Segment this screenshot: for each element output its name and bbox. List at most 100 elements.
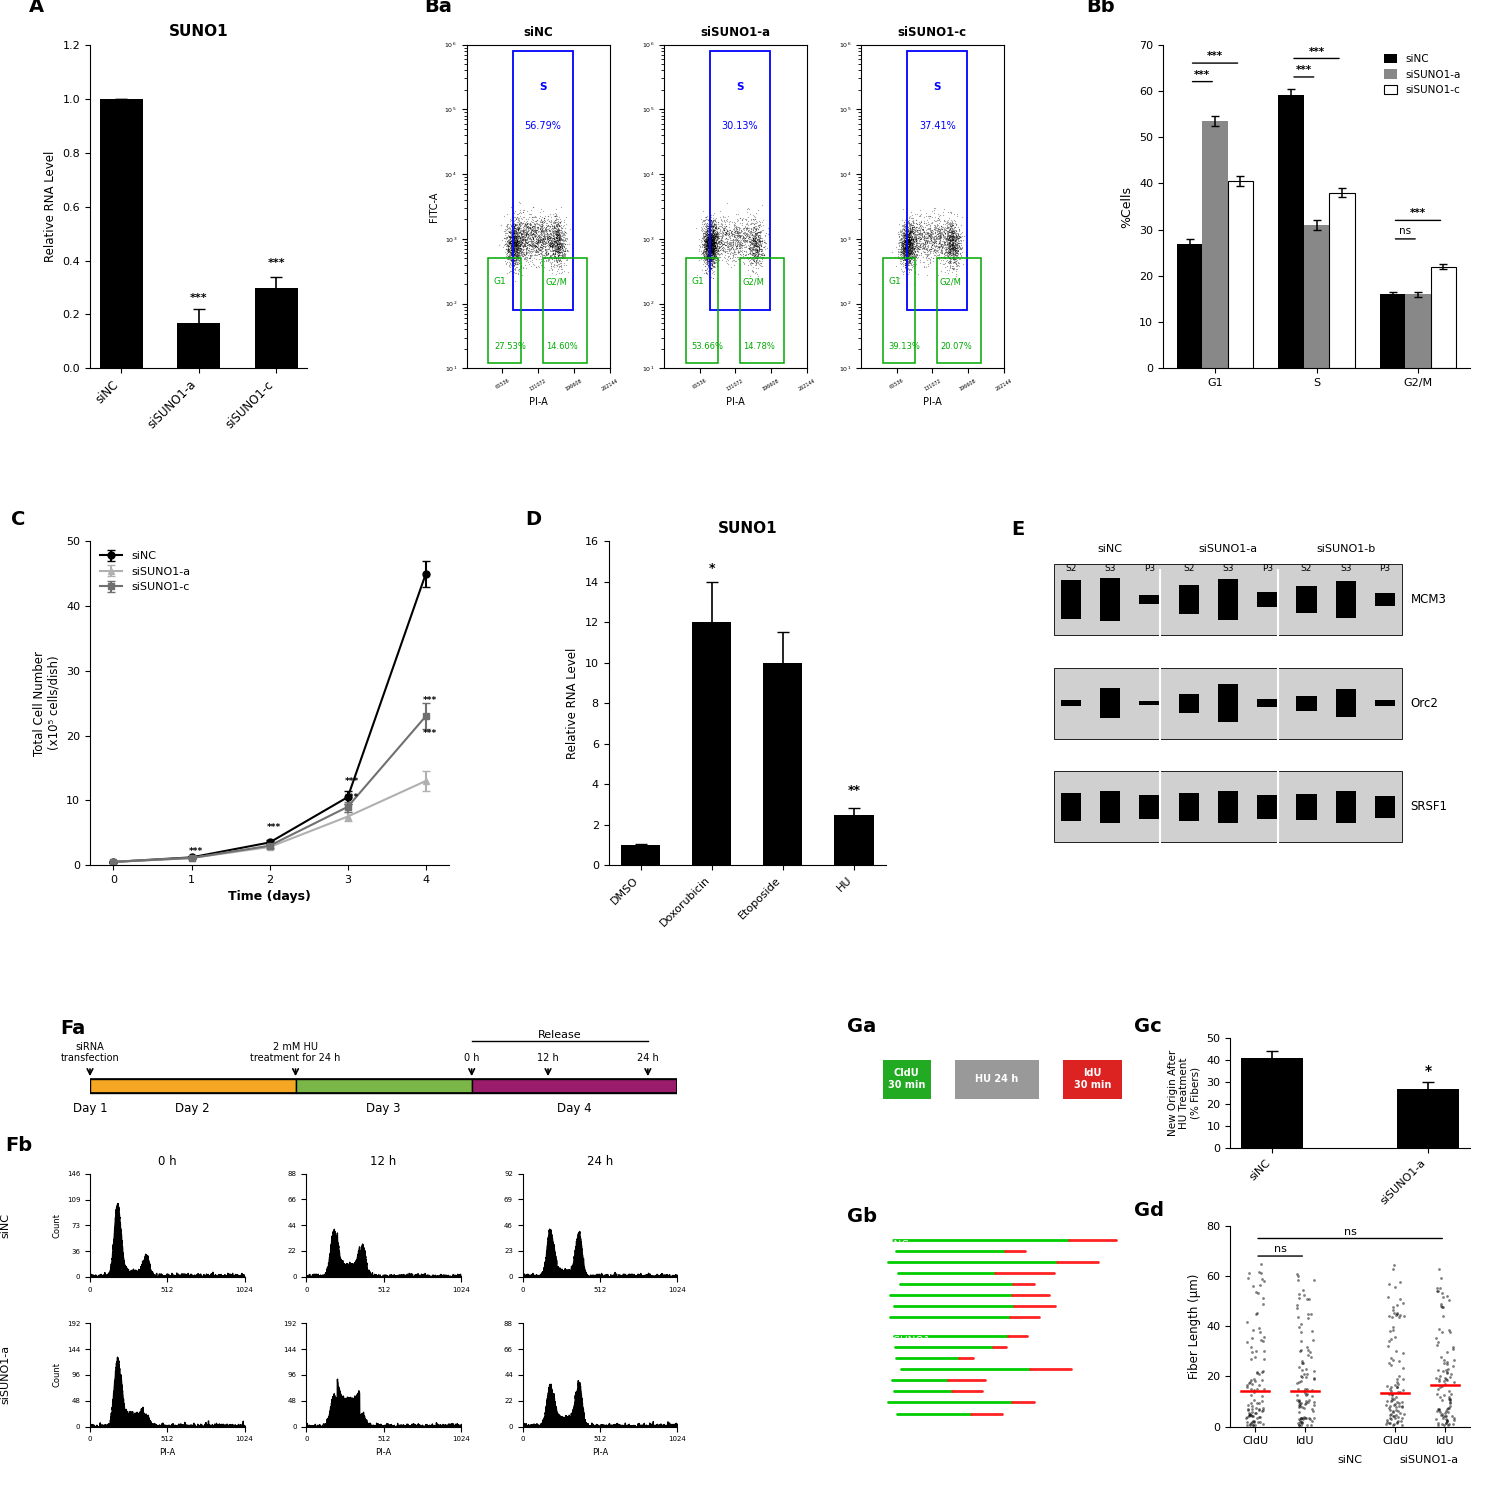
Point — [690, 226, 714, 250]
Point — [741, 238, 765, 262]
Point — [699, 208, 723, 232]
Point — [694, 242, 718, 266]
Point — [744, 250, 768, 273]
Point — [708, 239, 732, 263]
Point — [898, 221, 922, 245]
Point — [944, 242, 968, 266]
Point — [700, 230, 724, 254]
Point — [543, 238, 567, 262]
Point — [717, 230, 741, 254]
Point — [900, 232, 924, 256]
Point — [506, 236, 530, 260]
Point — [748, 238, 772, 262]
Point — [700, 242, 724, 266]
Point — [705, 226, 729, 250]
Point — [513, 241, 537, 265]
Point — [699, 227, 723, 251]
Point — [700, 217, 724, 241]
Point — [906, 226, 930, 250]
Point — [702, 236, 726, 260]
Point — [894, 227, 918, 251]
Point — [548, 254, 572, 278]
Point — [700, 220, 724, 244]
Point — [741, 229, 765, 253]
Point — [696, 253, 720, 276]
Point — [908, 215, 932, 239]
Point — [920, 221, 944, 245]
Point — [704, 239, 728, 263]
Point — [705, 227, 729, 251]
Point — [710, 227, 734, 251]
Point — [700, 221, 724, 245]
Point — [717, 210, 741, 233]
Point — [728, 239, 752, 263]
Point — [504, 227, 528, 251]
Point — [894, 221, 918, 245]
Point — [549, 236, 573, 260]
Point — [700, 221, 724, 245]
Point — [700, 241, 724, 265]
Point — [538, 244, 562, 267]
Point — [503, 201, 526, 224]
Point — [516, 214, 540, 238]
Point — [717, 232, 741, 256]
Point — [693, 214, 717, 238]
Point — [699, 232, 723, 256]
Point — [924, 235, 948, 259]
Point — [696, 226, 720, 250]
Point — [549, 239, 573, 263]
Point — [1296, 1388, 1320, 1412]
Point — [554, 220, 578, 244]
Point — [940, 224, 964, 248]
Point — [1239, 1413, 1263, 1437]
Point — [897, 248, 921, 272]
Point — [546, 211, 570, 235]
Point — [687, 233, 711, 257]
Point — [548, 221, 572, 245]
Point — [542, 248, 566, 272]
Point — [538, 245, 562, 269]
Point — [699, 241, 723, 265]
Point — [746, 239, 770, 263]
Point — [922, 221, 946, 245]
Point — [717, 230, 741, 254]
Point — [698, 244, 721, 267]
Point — [544, 248, 568, 272]
Point — [718, 235, 742, 259]
Point — [896, 224, 920, 248]
Point — [696, 233, 720, 257]
Point — [526, 224, 550, 248]
Point — [909, 226, 933, 250]
Point — [702, 230, 726, 254]
Point — [948, 229, 972, 253]
Point — [942, 215, 966, 239]
Point — [700, 232, 724, 256]
Point — [729, 232, 753, 256]
Point — [1286, 1293, 1310, 1317]
Point — [706, 229, 730, 253]
Point — [530, 230, 554, 254]
Point — [512, 242, 536, 266]
Point — [903, 239, 927, 263]
Point — [746, 238, 770, 262]
Point — [746, 229, 770, 253]
Point — [736, 236, 760, 260]
Point — [504, 221, 528, 245]
Point — [891, 235, 915, 259]
Point — [501, 253, 525, 276]
Point — [734, 229, 758, 253]
Point — [706, 211, 730, 235]
Point — [1252, 1339, 1276, 1363]
Point — [1286, 1269, 1310, 1293]
Point — [524, 239, 548, 263]
Point — [700, 232, 724, 256]
Point — [501, 248, 525, 272]
Point — [503, 245, 526, 269]
Point — [526, 229, 550, 253]
Point — [501, 226, 525, 250]
Point — [748, 236, 772, 260]
Point — [546, 214, 570, 238]
Point — [692, 242, 715, 266]
Point — [898, 224, 922, 248]
Bar — [1054, 771, 1403, 843]
